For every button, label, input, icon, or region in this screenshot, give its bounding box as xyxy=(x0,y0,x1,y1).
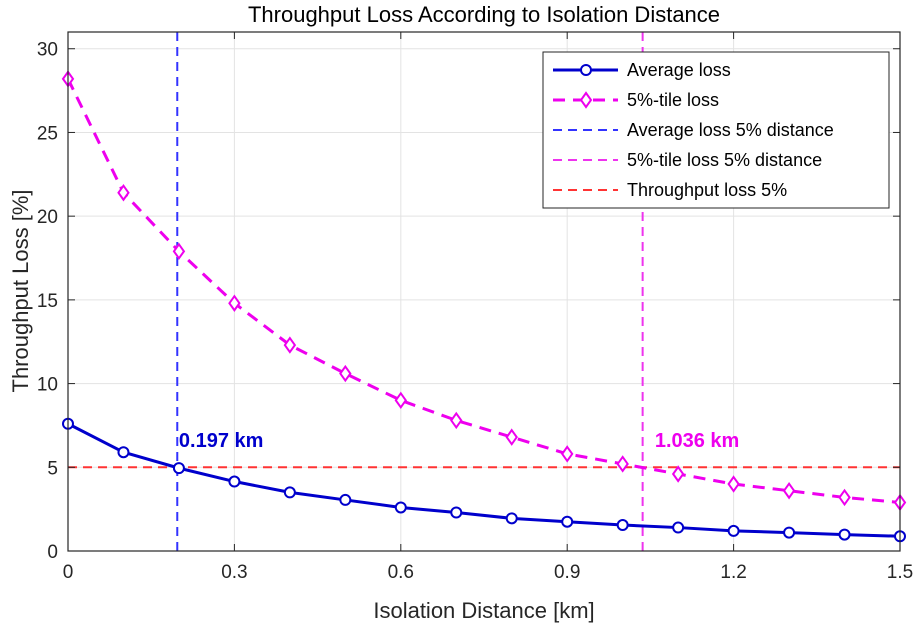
data-point xyxy=(339,364,352,383)
data-point xyxy=(228,475,241,488)
y-tick-label: 20 xyxy=(37,207,58,228)
data-point xyxy=(838,528,851,541)
legend-label: 5%-tile loss xyxy=(627,90,719,110)
series-layer xyxy=(61,70,907,543)
data-point xyxy=(838,488,851,507)
data-point xyxy=(671,465,685,483)
data-point xyxy=(283,486,296,499)
data-point xyxy=(505,428,518,446)
y-tick-label: 25 xyxy=(37,123,58,144)
legend-marker xyxy=(579,91,593,109)
ticks: 0 0.3 0.6 0.9 1.2 1.5 0 5 10 15 20 25 30 xyxy=(37,32,913,583)
data-point xyxy=(616,455,629,473)
data-point xyxy=(783,526,796,539)
data-point xyxy=(450,506,463,519)
series-line xyxy=(67,422,901,538)
legend-label: Average loss xyxy=(627,60,731,80)
x-tick-label: 0.6 xyxy=(388,562,414,583)
reference-lines xyxy=(68,32,900,551)
data-point xyxy=(560,445,574,463)
data-point xyxy=(172,462,185,475)
x-axis-label: Isolation Distance [km] xyxy=(373,598,594,623)
annotation-label: 0.197 km xyxy=(179,430,264,452)
x-tick-label: 0 xyxy=(63,562,74,583)
legend-label: 5%-tile loss 5% distance xyxy=(627,150,822,170)
data-point xyxy=(228,294,241,312)
x-tick-label: 0.3 xyxy=(221,562,247,583)
data-point xyxy=(394,391,408,410)
series-line xyxy=(66,78,901,504)
legend-marker xyxy=(580,64,592,76)
data-point xyxy=(117,446,130,459)
data-point xyxy=(172,242,186,261)
x-tick-label: 0.9 xyxy=(554,562,580,583)
data-point xyxy=(616,519,629,532)
y-tick-label: 30 xyxy=(37,40,58,61)
y-tick-label: 15 xyxy=(37,291,58,312)
annotations: 0.197 km 1.036 km xyxy=(179,430,739,452)
y-axis-label: Throughput Loss [%] xyxy=(8,189,33,392)
data-point xyxy=(727,524,740,537)
y-tick-label: 5 xyxy=(47,458,58,479)
data-point xyxy=(505,512,518,525)
data-point xyxy=(339,493,352,506)
data-point xyxy=(782,482,796,500)
data-point xyxy=(283,336,297,354)
data-point xyxy=(394,501,407,514)
data-point xyxy=(450,411,463,430)
legend-label: Throughput loss 5% xyxy=(627,180,787,200)
chart-title: Throughput Loss According to Isolation D… xyxy=(248,2,720,27)
legend-label: Average loss 5% distance xyxy=(627,120,834,140)
y-tick-label: 10 xyxy=(37,375,58,396)
data-point xyxy=(672,521,685,534)
annotation-label: 1.036 km xyxy=(655,430,740,452)
x-tick-label: 1.2 xyxy=(720,562,746,583)
x-tick-label: 1.5 xyxy=(887,562,913,583)
y-tick-label: 0 xyxy=(47,542,58,563)
data-point xyxy=(727,475,740,493)
data-point xyxy=(561,515,574,528)
legend: Average loss 5%-tile loss Average loss 5% … xyxy=(542,51,890,209)
plot-frame xyxy=(67,31,901,552)
data-point xyxy=(117,184,130,202)
